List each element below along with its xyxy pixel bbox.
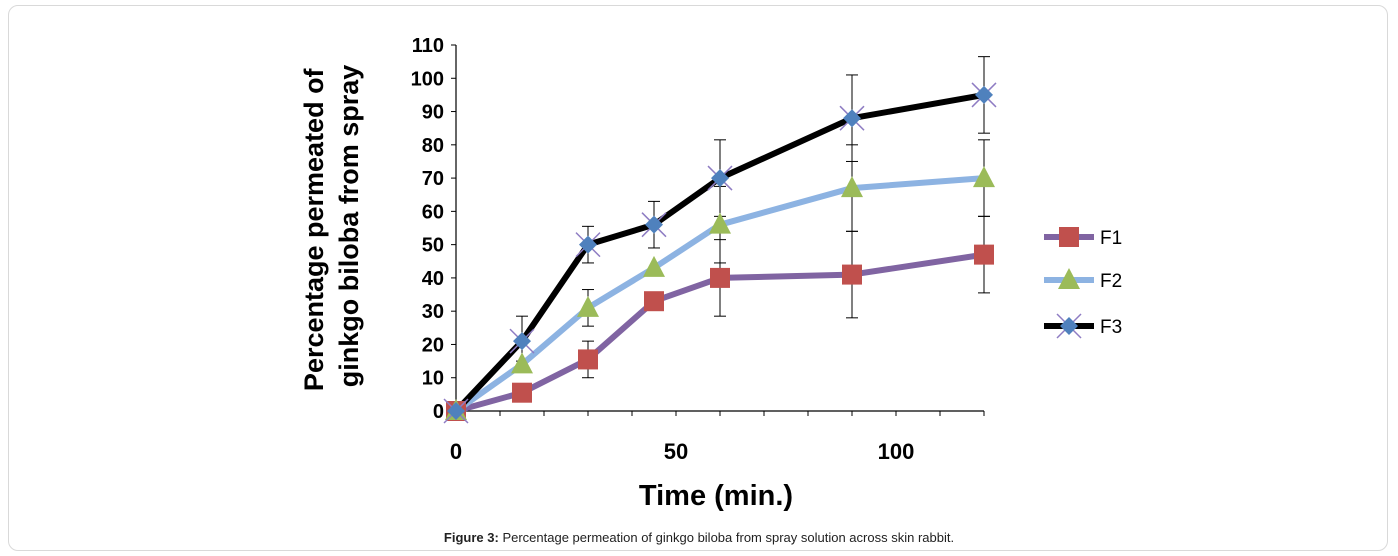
caption-label: Figure 3: [443,530,499,545]
y-tick-label: 60 [422,201,444,223]
x-tick-label: 50 [664,439,688,464]
legend-label-f1: F1 [1100,228,1122,249]
y-axis-label-line-2: ginkgo biloba from spray [334,65,364,388]
data-point-f3 [447,402,465,420]
data-point-f1 [512,382,532,403]
legend-marker-f1 [1059,227,1079,247]
legend-label-f2: F2 [1100,271,1122,292]
line-chart: 0 10 20 30 40 50 60 70 80 90 100 110 0 50 100 F1 F2 F3 T… [299,35,1122,512]
legend-marker-f3 [1060,317,1078,335]
y-tick-label: 10 [422,368,444,390]
legend: F1 F2 F3 [1044,227,1122,339]
figure-caption: Figure 3: Percentage permeation of ginkg… [0,530,1398,545]
data-point-f3 [975,85,993,104]
caption-text: Percentage permeation of ginkgo biloba f… [498,530,955,545]
y-axis-label-line-1: Percentage permeated of [299,67,329,391]
x-tick-label: 0 [450,439,462,464]
data-point-f3 [579,235,597,254]
data-point-f2 [577,295,599,317]
y-tick-label: 70 [422,168,444,190]
y-tick-label: 110 [412,35,444,57]
y-axis-label: Percentage permeated of ginkgo biloba fr… [299,61,364,391]
y-tick-label: 20 [422,334,444,356]
data-point-f3 [711,169,729,188]
axes: 0 10 20 30 40 50 60 70 80 90 100 110 0 50 100 [411,35,985,464]
y-tick-label: 30 [422,301,444,323]
legend-marker-f2 [1058,268,1080,289]
legend-label-f3: F3 [1100,317,1122,338]
data-point-f3 [513,332,531,351]
y-tick-label: 40 [422,268,444,290]
data-point-f2 [643,255,665,277]
data-point-f1 [842,264,862,285]
y-tick-label: 90 [422,102,444,124]
data-point-f3 [843,109,861,128]
data-point-f1 [578,349,598,370]
y-tick-label: 80 [422,135,444,157]
data-point-f1 [710,267,730,288]
series-markers [443,82,997,424]
data-point-f2 [973,166,995,188]
data-point-f2 [511,352,533,374]
data-point-f1 [974,244,994,265]
data-point-f2 [841,176,863,198]
y-tick-label: 50 [422,235,444,257]
x-tick-label: 100 [878,439,915,464]
y-tick-label: 0 [433,401,444,423]
y-tick-label: 100 [411,68,444,90]
x-axis-label: Time (min.) [639,480,793,512]
figure-frame [8,5,1388,551]
data-point-f1 [644,291,664,312]
data-point-f2 [709,212,731,234]
data-point-f3 [645,215,663,234]
